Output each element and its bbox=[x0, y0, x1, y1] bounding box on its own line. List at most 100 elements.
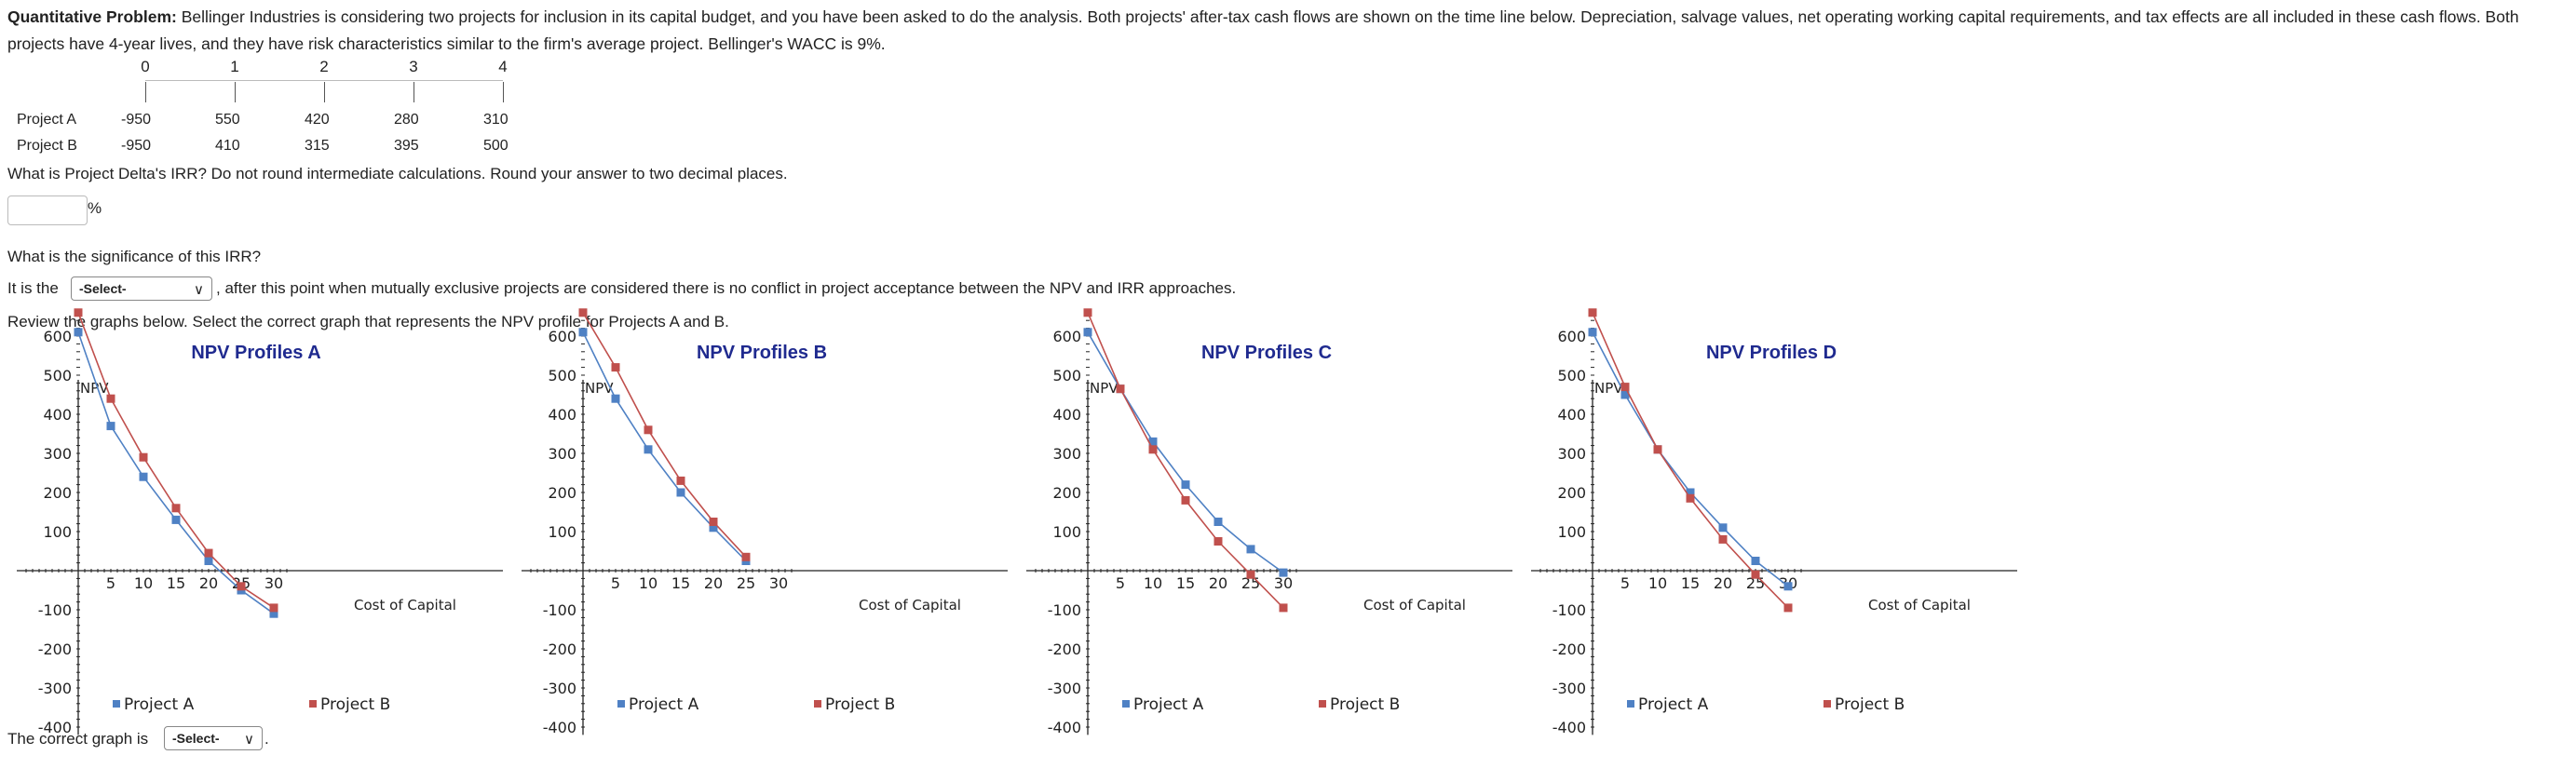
y-tick-label: 200 bbox=[43, 484, 72, 502]
y-tick-label: -100 bbox=[543, 601, 576, 619]
data-point bbox=[1751, 570, 1760, 579]
timeline-tick bbox=[145, 82, 146, 102]
chevron-down-icon: ∨ bbox=[194, 282, 204, 298]
y-tick-label: -200 bbox=[38, 640, 72, 658]
y-tick-label: 500 bbox=[1557, 367, 1586, 384]
y-tick-label: 500 bbox=[1052, 367, 1081, 384]
legend-label-b: Project B bbox=[1330, 695, 1400, 714]
chart-title-d: NPV Profiles D bbox=[1705, 343, 1837, 363]
x-tick-label: 15 bbox=[167, 574, 185, 592]
correct-graph-select[interactable]: -Select- ∨ bbox=[164, 726, 263, 750]
data-point bbox=[1653, 445, 1662, 454]
y-tick-label: 600 bbox=[548, 328, 576, 345]
data-point bbox=[1213, 518, 1223, 526]
data-point bbox=[709, 518, 718, 526]
data-point bbox=[578, 308, 588, 317]
x-tick-label: 15 bbox=[1176, 574, 1195, 592]
y-tick-label: -400 bbox=[543, 719, 576, 736]
y-tick-label: 600 bbox=[43, 328, 72, 345]
timeline-line bbox=[145, 80, 503, 81]
legend-label-a: Project A bbox=[629, 695, 699, 714]
x-tick-label: 15 bbox=[1681, 574, 1700, 592]
legend-label-a: Project A bbox=[1638, 695, 1709, 714]
data-point bbox=[644, 425, 653, 435]
chart-title-a: NPV Profiles A bbox=[191, 343, 321, 363]
npv-profile-chart-b: 600 500 400 300 200 100 -100 -200 -300 -400 5 10 15 2… bbox=[522, 308, 1008, 736]
y-tick-label: 400 bbox=[43, 406, 72, 424]
legend-marker-b bbox=[1824, 700, 1831, 708]
data-point bbox=[676, 476, 685, 485]
legend-label-b: Project B bbox=[825, 695, 895, 714]
legend-label-a: Project A bbox=[1133, 695, 1204, 714]
legend-marker-b bbox=[1319, 700, 1326, 708]
x-tick-label: 25 bbox=[737, 574, 755, 592]
series-line bbox=[1087, 331, 1284, 573]
final-sentence: The correct graph is bbox=[7, 730, 148, 748]
cash-flow-value: 420 bbox=[305, 112, 330, 128]
data-point bbox=[1588, 328, 1597, 337]
period-label: 1 bbox=[230, 58, 239, 75]
x-tick-label: 20 bbox=[704, 574, 723, 592]
x-tick-label: 10 bbox=[1144, 574, 1162, 592]
x-tick-label: 5 bbox=[611, 574, 620, 592]
data-point bbox=[611, 363, 620, 372]
data-point bbox=[1213, 537, 1223, 546]
significance-question: What is the significance of this IRR? bbox=[7, 248, 262, 265]
irr-input[interactable] bbox=[7, 196, 88, 225]
significance-select[interactable]: -Select- ∨ bbox=[71, 276, 212, 301]
data-point bbox=[171, 504, 181, 513]
y-tick-label: 300 bbox=[43, 445, 72, 463]
data-point bbox=[106, 422, 115, 431]
cash-flow-value: 395 bbox=[394, 138, 419, 154]
y-tick-label: 300 bbox=[1557, 445, 1586, 463]
significance-prefix: It is the bbox=[7, 279, 59, 297]
data-point bbox=[1148, 445, 1158, 454]
legend-marker-b bbox=[814, 700, 821, 708]
y-tick-label: 400 bbox=[1052, 406, 1081, 424]
data-point bbox=[269, 609, 278, 618]
data-point bbox=[1181, 480, 1190, 490]
data-point bbox=[611, 394, 620, 403]
x-tick-label: 30 bbox=[264, 574, 283, 592]
x-axis-label: Cost of Capital bbox=[1363, 597, 1466, 613]
timeline-tick bbox=[324, 82, 325, 102]
y-tick-label: -200 bbox=[1552, 640, 1586, 658]
x-tick-label: 5 bbox=[106, 574, 115, 592]
y-tick-label: 300 bbox=[548, 445, 576, 463]
y-tick-label: 200 bbox=[1557, 484, 1586, 502]
y-tick-label: -100 bbox=[1048, 601, 1081, 619]
data-point bbox=[1620, 383, 1630, 392]
cash-flow-value: 500 bbox=[483, 138, 508, 154]
series-line bbox=[582, 331, 747, 562]
x-tick-label: 5 bbox=[1620, 574, 1630, 592]
y-axis-label: NPV bbox=[585, 380, 614, 397]
y-tick-label: 200 bbox=[1052, 484, 1081, 502]
data-point bbox=[269, 603, 278, 613]
x-axis-label: Cost of Capital bbox=[354, 597, 456, 613]
legend-marker-a bbox=[1122, 700, 1130, 708]
y-tick-label: -300 bbox=[543, 680, 576, 697]
project-name: Project B bbox=[17, 138, 77, 154]
x-axis-label: Cost of Capital bbox=[1868, 597, 1971, 613]
data-point bbox=[1148, 437, 1158, 446]
y-tick-label: 400 bbox=[548, 406, 576, 424]
problem-label: Quantitative Problem: bbox=[7, 7, 177, 26]
y-tick-label: 200 bbox=[548, 484, 576, 502]
data-point bbox=[676, 488, 685, 497]
data-point bbox=[106, 394, 115, 403]
data-point bbox=[1246, 545, 1255, 554]
y-tick-label: 500 bbox=[548, 367, 576, 384]
cash-flow-value: 550 bbox=[215, 112, 240, 128]
significance-sentence: It is the bbox=[7, 279, 59, 298]
npv-profile-chart-d: 600 500 400 300 200 100 -100 -200 -300 -400 5 10 15 2… bbox=[1531, 308, 2017, 736]
select-value: -Select- bbox=[172, 731, 220, 746]
data-point bbox=[741, 552, 751, 561]
data-point bbox=[1686, 488, 1695, 497]
period-label: 2 bbox=[319, 58, 329, 75]
y-tick-label: -200 bbox=[543, 640, 576, 658]
legend-marker-a bbox=[617, 700, 625, 708]
data-point bbox=[1279, 603, 1288, 613]
data-point bbox=[204, 548, 213, 558]
y-tick-label: 100 bbox=[43, 523, 72, 541]
y-tick-label: 500 bbox=[43, 367, 72, 384]
